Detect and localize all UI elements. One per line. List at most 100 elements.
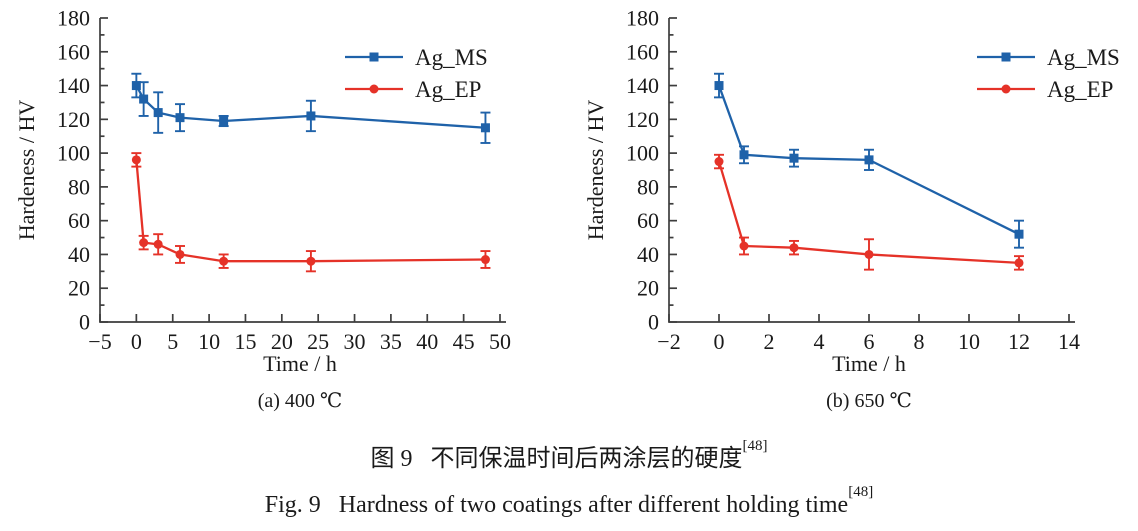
chart-a-400c: 0 20 40 60 80 100 120 140 160 180 −5 0 5 10 15 20 25 30 35… — [0, 0, 569, 420]
y-tick-label: 120 — [626, 107, 659, 132]
y-tick-label: 40 — [637, 242, 659, 267]
square-marker — [864, 155, 874, 165]
square-marker — [1014, 229, 1024, 239]
legend: Ag_MS Ag_EP — [977, 45, 1120, 102]
square-marker — [219, 116, 229, 126]
square-marker — [175, 113, 185, 123]
legend-square-marker — [1001, 52, 1011, 62]
circle-marker — [739, 241, 749, 251]
series-Ag_EP — [131, 152, 491, 273]
legend-label-Ag_EP: Ag_EP — [1047, 77, 1113, 102]
x-tick-label: 6 — [864, 329, 875, 354]
x-axis-title: Time / h — [832, 351, 906, 376]
x-tick-label: 12 — [1008, 329, 1030, 354]
x-tick-label: 20 — [271, 329, 293, 354]
y-tick-label: 140 — [626, 73, 659, 98]
square-marker — [714, 81, 724, 91]
figure-caption-zh: 图 9 不同保温时间后两涂层的硬度[48] — [0, 438, 1138, 472]
y-tick-label: 60 — [68, 208, 90, 233]
y-tick-label: 80 — [637, 174, 659, 199]
circle-marker — [139, 238, 149, 248]
circle-marker — [864, 249, 874, 259]
y-tick-label: 140 — [57, 73, 90, 98]
y-tick-label: 60 — [637, 208, 659, 233]
x-tick-label: −2 — [657, 329, 680, 354]
square-marker — [306, 111, 316, 121]
chart-b-650c: 0 20 40 60 80 100 120 140 160 180 −2 0 2 4 6 8 10 12 14 Tim… — [569, 0, 1138, 420]
series-Ag_MS — [131, 72, 491, 144]
y-tick-label: 180 — [626, 6, 659, 31]
x-tick-label: 45 — [453, 329, 475, 354]
x-tick-label: 0 — [131, 329, 142, 354]
x-tick-label: 35 — [380, 329, 402, 354]
circle-marker — [714, 157, 724, 167]
x-tick-label: 0 — [714, 329, 725, 354]
x-tick-label: 4 — [814, 329, 825, 354]
y-tick-label: 0 — [648, 310, 659, 335]
figure-caption-en: Fig. 9 Hardness of two coatings after dif… — [0, 484, 1138, 518]
y-axis-title: Hardeness / HV — [14, 100, 39, 241]
legend-circle-marker — [1001, 84, 1011, 94]
legend-circle-marker — [369, 84, 379, 94]
y-tick-label: 40 — [68, 242, 90, 267]
circle-marker — [789, 243, 799, 253]
square-marker — [789, 153, 799, 163]
y-axis-title: Hardeness / HV — [583, 100, 608, 241]
x-tick-label: 30 — [344, 329, 366, 354]
legend-square-marker — [369, 52, 379, 62]
circle-marker — [219, 256, 229, 266]
y-tick-label: 160 — [626, 39, 659, 64]
x-tick-label: 8 — [914, 329, 925, 354]
x-tick-label: 25 — [307, 329, 329, 354]
chart-subtitle: (b) 650 ℃ — [826, 390, 912, 412]
y-tick-label: 20 — [68, 276, 90, 301]
legend-label-Ag_MS: Ag_MS — [1047, 45, 1120, 70]
circle-marker — [306, 256, 316, 266]
x-axis-title: Time / h — [263, 351, 337, 376]
legend-label-Ag_MS: Ag_MS — [415, 45, 488, 70]
chart-subtitle: (a) 400 ℃ — [258, 390, 343, 412]
square-marker — [480, 123, 490, 133]
y-tick-label: 100 — [626, 141, 659, 166]
y-tick-label: 0 — [79, 310, 90, 335]
series-line-Ag_EP — [135, 159, 486, 263]
square-marker — [131, 81, 141, 91]
circle-marker — [175, 249, 185, 259]
y-tick-label: 80 — [68, 174, 90, 199]
x-tick-label: 10 — [958, 329, 980, 354]
circle-marker — [131, 155, 141, 165]
circle-marker — [1014, 258, 1024, 268]
x-tick-label: 10 — [198, 329, 220, 354]
figure-caption-zh-text: 不同保温时间后两涂层的硬度 — [430, 446, 743, 472]
x-tick-label: 50 — [489, 329, 511, 354]
series-Ag_EP — [714, 153, 1024, 271]
circle-marker — [480, 255, 490, 265]
y-tick-label: 120 — [57, 107, 90, 132]
x-tick-label: 15 — [234, 329, 256, 354]
x-tick-label: 2 — [764, 329, 775, 354]
square-marker — [153, 108, 163, 118]
y-tick-label: 100 — [57, 141, 90, 166]
square-marker — [739, 150, 749, 160]
square-marker — [139, 94, 149, 104]
y-tick-label: 20 — [637, 276, 659, 301]
figure-caption-en-text: Hardness of two coatings after different… — [338, 492, 849, 518]
circle-marker — [153, 239, 163, 249]
series-Ag_MS — [714, 72, 1024, 249]
legend: Ag_MS Ag_EP — [345, 45, 488, 102]
figure-number-en: Fig. 9 — [264, 492, 321, 518]
legend-label-Ag_EP: Ag_EP — [415, 77, 481, 102]
figure-caption-zh-ref: [48] — [742, 438, 768, 455]
y-tick-label: 180 — [57, 6, 90, 31]
figure-number-zh: 图 9 — [370, 446, 413, 472]
charts-row: 0 20 40 60 80 100 120 140 160 180 −5 0 5 10 15 20 25 30 35… — [0, 0, 1138, 420]
figure-caption-en-ref: [48] — [848, 484, 874, 501]
y-tick-label: 160 — [57, 39, 90, 64]
x-tick-label: 14 — [1058, 329, 1080, 354]
x-tick-label: 5 — [167, 329, 178, 354]
